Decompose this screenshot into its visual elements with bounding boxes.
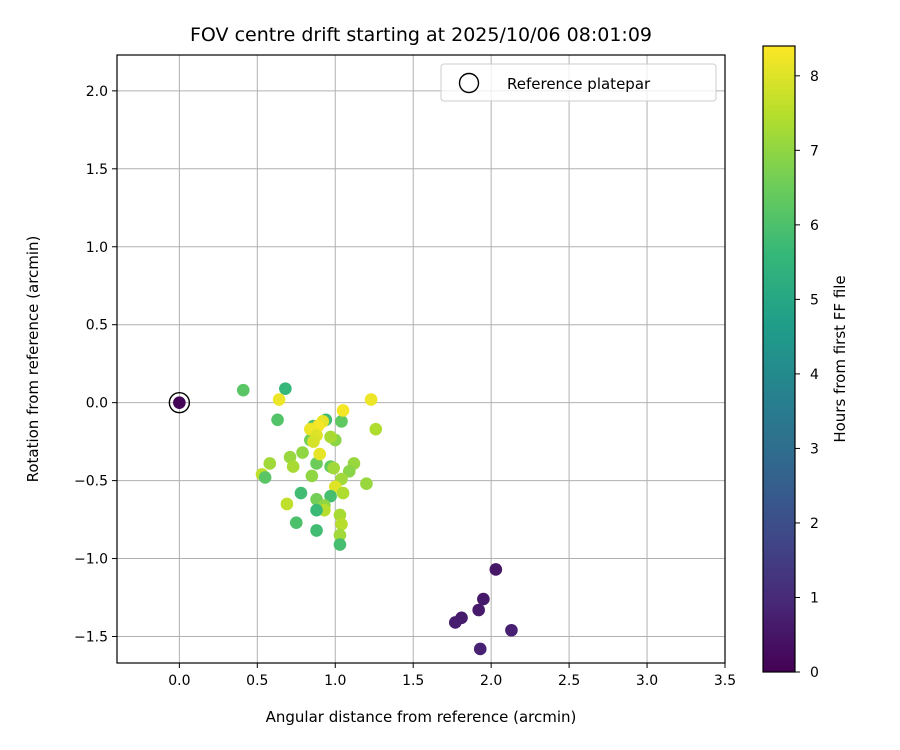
colorbar-ticks: 0 1 2 3 4 5 6 7 8 [795, 69, 819, 681]
data-point [364, 393, 378, 406]
data-point [307, 435, 320, 448]
data-point [310, 503, 323, 517]
legend-label: Reference platepar [507, 75, 651, 93]
data-point [505, 623, 518, 637]
x-axis-label: Angular distance from reference (arcmin) [266, 708, 577, 726]
y-axis-label: Rotation from reference (arcmin) [24, 236, 42, 483]
x-tick-label: 0.5 [246, 673, 268, 689]
x-tick-label: 2.0 [480, 673, 502, 689]
data-point [286, 460, 300, 473]
chart-title: FOV centre drift starting at 2025/10/06 … [190, 24, 652, 46]
data-point [279, 382, 292, 395]
x-tick-label: 0.0 [168, 673, 190, 689]
data-point [473, 642, 487, 656]
colorbar-tick-label: 5 [810, 292, 819, 308]
x-tick-label: 1.0 [324, 673, 346, 689]
x-tick-label: 3.5 [714, 673, 736, 689]
data-point [313, 447, 326, 461]
data-point [272, 393, 286, 406]
data-point [258, 471, 272, 484]
colorbar-tick-label: 8 [810, 69, 819, 85]
legend-marker [458, 72, 480, 94]
y-tick-label: 1.0 [86, 240, 108, 256]
colorbar-tick-label: 6 [810, 218, 819, 234]
colorbar-label: Hours from first FF file [831, 275, 849, 442]
data-point [489, 563, 503, 576]
data-point [294, 486, 308, 500]
colorbar-gradient [762, 45, 796, 673]
x-axis-ticks: 0.0 0.5 1.0 1.5 2.0 2.5 3.0 3.5 [168, 663, 736, 689]
data-point [280, 497, 294, 511]
data-point [333, 528, 347, 542]
data-point [369, 422, 383, 436]
reference-marker [168, 391, 191, 414]
colorbar-tick-label: 2 [810, 516, 819, 532]
colorbar-tick-label: 0 [810, 665, 819, 681]
data-point [336, 404, 350, 417]
x-tick-label: 2.5 [558, 673, 580, 689]
x-tick-label: 1.5 [402, 673, 424, 689]
data-point [289, 516, 303, 529]
legend-box [440, 63, 717, 102]
y-tick-label: −1.0 [74, 552, 108, 568]
data-point [333, 508, 347, 522]
data-point [324, 430, 337, 444]
data-points [168, 382, 518, 656]
data-point [327, 461, 340, 475]
colorbar-tick-label: 4 [810, 367, 819, 383]
y-tick-label: 2.0 [86, 84, 108, 100]
data-point [360, 477, 373, 491]
data-point [335, 415, 348, 428]
colorbar-tick-label: 7 [810, 143, 819, 159]
data-point [342, 464, 356, 478]
grid-lines [117, 55, 726, 663]
y-tick-label: −0.5 [74, 474, 108, 490]
x-tick-label: 3.0 [636, 673, 658, 689]
data-point [472, 603, 485, 617]
colorbar-tick-label: 3 [810, 441, 819, 457]
data-point [310, 524, 323, 537]
data-point [333, 538, 347, 551]
y-tick-label: −1.5 [74, 629, 108, 645]
y-axis-ticks: −1.5 −1.0 −0.5 0.0 0.5 1.0 1.5 2.0 [74, 84, 117, 645]
colorbar: 0 1 2 3 4 5 6 7 8 Hours from first FF file [762, 45, 849, 681]
y-tick-label: 1.5 [86, 162, 108, 178]
colorbar-tick-label: 1 [810, 590, 819, 606]
data-point [173, 396, 186, 409]
data-point [263, 457, 277, 470]
data-point [335, 517, 348, 531]
data-point [336, 486, 350, 500]
data-point [324, 489, 337, 503]
y-tick-label: 0.5 [86, 318, 108, 334]
data-point [305, 469, 319, 483]
data-point [477, 592, 490, 606]
plot-frame [116, 54, 726, 664]
y-tick-label: 0.0 [86, 396, 108, 412]
data-point [271, 413, 284, 427]
data-point [296, 446, 309, 459]
legend: Reference platepar [440, 63, 717, 102]
data-point [448, 616, 462, 629]
data-point [236, 383, 250, 397]
